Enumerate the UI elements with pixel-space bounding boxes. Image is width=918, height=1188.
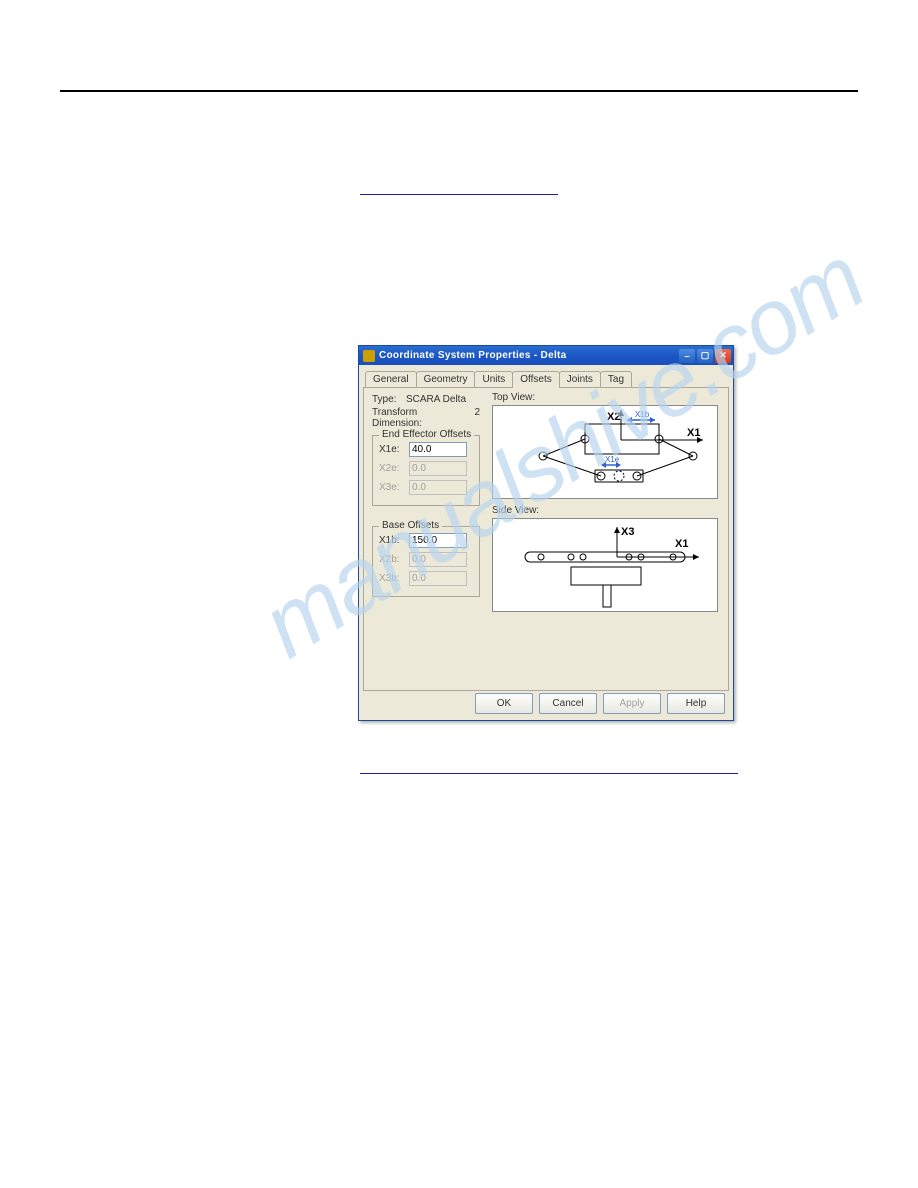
top-link-rule	[360, 182, 558, 195]
right-column: Top View: X1 X2	[492, 394, 720, 620]
minimize-button[interactable]: –	[679, 349, 695, 363]
x1e-row: X1e: 40.0	[379, 442, 473, 457]
x1b-row: X1b: 150.0	[379, 533, 473, 548]
apply-button: Apply	[603, 693, 661, 714]
x2e-label: X2e:	[379, 463, 409, 474]
type-row: Type: SCARA Delta	[372, 394, 480, 405]
top-view-label: Top View:	[492, 392, 720, 403]
dim-value: 2	[474, 407, 480, 429]
axis-x3-side: X3	[621, 526, 634, 538]
offsets-panel: Type: SCARA Delta Transform Dimension: 2…	[363, 387, 729, 691]
x3e-label: X3e:	[379, 482, 409, 493]
window-title: Coordinate System Properties - Delta	[379, 350, 677, 361]
ok-button[interactable]: OK	[475, 693, 533, 714]
axis-x1-label: X1	[687, 427, 700, 439]
maximize-button[interactable]: ▢	[697, 349, 713, 363]
x3b-row: X3b: 0.0	[379, 571, 473, 586]
tab-geometry[interactable]: Geometry	[416, 371, 476, 387]
end-effector-group: End Effector Offsets X1e: 40.0 X2e: 0.0 …	[372, 435, 480, 506]
x1b-label: X1b:	[379, 535, 409, 546]
x2e-row: X2e: 0.0	[379, 461, 473, 476]
cancel-button[interactable]: Cancel	[539, 693, 597, 714]
dialog-content: General Geometry Units Offsets Joints Ta…	[363, 369, 729, 684]
end-effector-legend: End Effector Offsets	[379, 429, 474, 440]
tab-joints[interactable]: Joints	[559, 371, 601, 387]
tab-units[interactable]: Units	[474, 371, 513, 387]
dim-row: Transform Dimension: 2	[372, 407, 480, 429]
help-button[interactable]: Help	[667, 693, 725, 714]
type-label: Type:	[372, 394, 406, 405]
app-icon	[363, 350, 375, 362]
x1e-label: X1e:	[379, 444, 409, 455]
base-offsets-legend: Base Offsets	[379, 520, 442, 531]
top-view-diagram: X1 X2 X1b	[492, 405, 718, 499]
left-column: Type: SCARA Delta Transform Dimension: 2…	[372, 394, 480, 597]
annot-x1e: X1e	[605, 455, 620, 464]
annot-x1b: X1b	[635, 410, 650, 419]
side-view-label: Side View:	[492, 505, 720, 516]
axis-x1-side: X1	[675, 538, 688, 550]
x3e-row: X3e: 0.0	[379, 480, 473, 495]
dialog-button-row: OK Cancel Apply Help	[475, 693, 725, 714]
dim-label: Transform Dimension:	[372, 407, 469, 429]
page-header-divider	[60, 90, 858, 92]
x2b-input: 0.0	[409, 552, 467, 567]
side-view-diagram: X1 X3	[492, 518, 718, 612]
x2b-row: X2b: 0.0	[379, 552, 473, 567]
tab-offsets[interactable]: Offsets	[512, 371, 560, 388]
x3b-label: X3b:	[379, 573, 409, 584]
axis-x2-label: X2	[607, 411, 620, 423]
window-titlebar[interactable]: Coordinate System Properties - Delta – ▢…	[359, 346, 733, 365]
x2b-label: X2b:	[379, 554, 409, 565]
tab-general[interactable]: General	[365, 371, 417, 387]
x3b-input: 0.0	[409, 571, 467, 586]
base-offsets-group: Base Offsets X1b: 150.0 X2b: 0.0 X3b: 0.…	[372, 526, 480, 597]
x1b-input[interactable]: 150.0	[409, 533, 467, 548]
x2e-input: 0.0	[409, 461, 467, 476]
type-value: SCARA Delta	[406, 394, 466, 405]
x1e-input[interactable]: 40.0	[409, 442, 467, 457]
close-button[interactable]: ✕	[715, 349, 731, 363]
tab-strip: General Geometry Units Offsets Joints Ta…	[363, 369, 729, 387]
x3e-input: 0.0	[409, 480, 467, 495]
coord-system-properties-dialog: Coordinate System Properties - Delta – ▢…	[358, 345, 734, 721]
bottom-link-rule	[360, 761, 738, 774]
tab-tag[interactable]: Tag	[600, 371, 632, 387]
